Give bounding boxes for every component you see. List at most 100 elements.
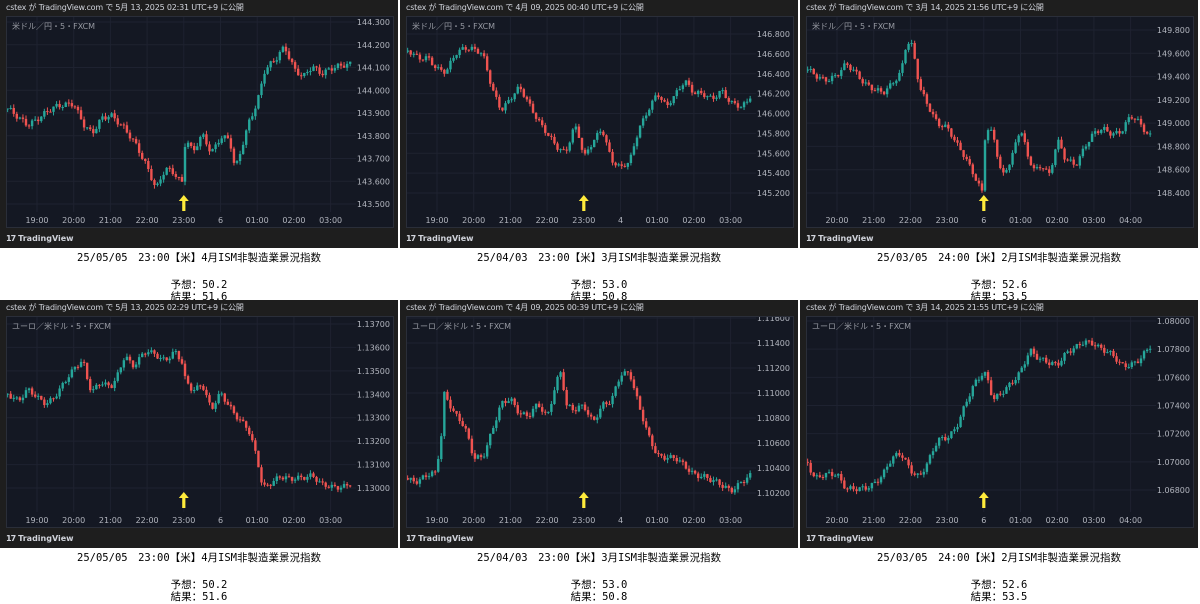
candle	[1096, 343, 1100, 348]
candle	[18, 396, 22, 402]
candle	[849, 63, 852, 73]
candle	[922, 86, 926, 97]
event-arrow-icon	[978, 195, 989, 211]
event-arrow-icon	[178, 195, 189, 211]
candle	[43, 108, 46, 120]
candle	[599, 128, 602, 136]
candle	[24, 115, 28, 127]
candle	[192, 142, 196, 154]
candle	[427, 472, 431, 480]
candle	[882, 91, 886, 96]
time-tick-label: 23:00	[172, 216, 195, 225]
candle	[971, 384, 974, 400]
candle	[648, 108, 651, 117]
candle	[498, 405, 501, 423]
candle	[89, 376, 92, 393]
candle	[980, 372, 984, 382]
candle	[892, 455, 895, 467]
candle	[1014, 376, 1017, 386]
candle	[818, 471, 822, 479]
time-tick-label: 4	[618, 516, 623, 525]
candle	[257, 94, 260, 110]
candle	[641, 406, 645, 425]
candle	[507, 96, 510, 105]
candle	[1069, 348, 1072, 356]
candle	[202, 132, 205, 140]
candle	[82, 116, 86, 131]
candle	[9, 391, 12, 399]
candle	[941, 124, 944, 131]
time-tick-label: 03:00	[719, 516, 742, 525]
candlestick-chart[interactable]: 1.08000 1.07800 1.07600 1.07400 1.07200 1.070…	[806, 316, 1194, 528]
candle	[522, 411, 526, 415]
candle	[953, 134, 956, 143]
candle	[495, 416, 498, 432]
candle	[596, 414, 599, 424]
candle	[27, 124, 31, 129]
candle	[263, 70, 266, 87]
candle	[931, 108, 935, 118]
candle	[476, 453, 480, 460]
candle	[455, 410, 458, 417]
candle	[525, 410, 529, 420]
event-caption: 25/05/05 23:00【米】4月ISM非製造業景況指数 予想：50.2 結果：…	[0, 548, 398, 603]
candle	[1093, 127, 1097, 137]
candle	[440, 64, 443, 72]
candle	[1124, 360, 1127, 371]
candle	[703, 90, 706, 99]
candle	[840, 470, 843, 484]
candle	[614, 385, 617, 398]
candle	[709, 475, 712, 483]
time-tick-label: 6	[981, 516, 986, 525]
candle	[300, 473, 303, 481]
candle	[519, 410, 522, 418]
candle	[684, 460, 688, 470]
candlestick-chart[interactable]: 1.11600 1.11400 1.11200 1.11000 1.10800 1.106…	[406, 316, 794, 528]
candle	[1063, 147, 1066, 163]
candle	[504, 398, 507, 407]
candle	[638, 395, 642, 410]
candle	[748, 470, 752, 480]
candle	[73, 105, 77, 109]
candle	[962, 149, 965, 160]
event-caption: 25/04/03 23:00【米】3月ISM非製造業景況指数 予想：53.0 結果：…	[400, 548, 798, 603]
candle	[1038, 356, 1042, 363]
candle	[1145, 348, 1149, 354]
candle	[61, 381, 64, 392]
candle	[937, 117, 941, 129]
candle	[690, 467, 694, 475]
candle	[855, 486, 858, 495]
time-tick-label: 01:00	[646, 216, 669, 225]
tradingview-snapshot: cstex が TradingView.com で 5月 13, 2025 02…	[0, 300, 398, 548]
candle	[443, 391, 446, 440]
candlestick-chart[interactable]: 149.800 149.600 149.400 149.200 149.000 148.8…	[806, 16, 1194, 228]
candle	[272, 58, 275, 63]
candle	[983, 139, 987, 192]
candle	[544, 409, 547, 416]
price-tick-label: 1.13500	[357, 367, 390, 376]
candle	[46, 399, 49, 408]
candle	[1078, 341, 1082, 349]
candle	[867, 486, 871, 492]
candle	[807, 66, 809, 73]
candle	[208, 141, 211, 155]
candle	[101, 381, 104, 387]
candle	[898, 449, 901, 458]
candle	[156, 352, 159, 360]
candlestick-chart[interactable]: 1.13700 1.13600 1.13500 1.13400 1.13300 1.132…	[6, 316, 394, 528]
candlestick-chart[interactable]: 146.800 146.600 146.400 146.200 146.000 145.8…	[406, 16, 794, 228]
chart-card: cstex が TradingView.com で 3月 14, 2025 21…	[800, 300, 1200, 603]
candle	[712, 476, 715, 486]
candle	[565, 386, 568, 409]
candle	[452, 55, 455, 63]
candle	[287, 473, 291, 478]
candle	[1057, 359, 1060, 369]
candlestick-chart[interactable]: 144.300 144.200 144.100 144.000 143.900 143.8…	[6, 16, 394, 228]
time-tick-label: 23:00	[572, 216, 595, 225]
time-tick-label: 20:00	[462, 516, 485, 525]
candle	[715, 95, 718, 101]
candle	[89, 124, 92, 131]
candles	[7, 347, 352, 493]
candle	[589, 412, 593, 420]
candle	[440, 433, 443, 462]
